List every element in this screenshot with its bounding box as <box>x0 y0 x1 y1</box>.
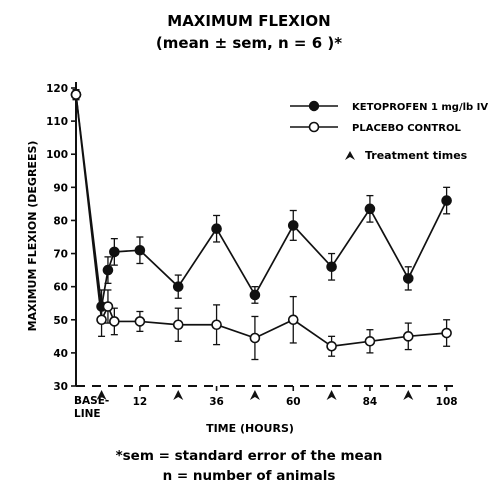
legend-label-treatment: Treatment times <box>365 149 468 162</box>
series-group <box>70 89 452 361</box>
data-point <box>134 316 146 327</box>
legend-marker-placebo <box>308 121 320 133</box>
data-point <box>287 220 299 231</box>
treatment-arrow-icon <box>403 390 414 400</box>
data-point <box>102 301 114 312</box>
data-point <box>172 319 184 331</box>
y-tick-label: 90 <box>53 182 68 194</box>
x-tick-label: 12 <box>133 396 148 408</box>
data-point <box>102 264 114 276</box>
data-point <box>402 331 414 342</box>
chart-title: MAXIMUM FLEXION <box>167 12 330 30</box>
x-tick-label: 36 <box>209 396 224 408</box>
x-ticks: BASE-LINE 12 36 60 84 108 <box>74 386 458 420</box>
y-tick-label: 70 <box>53 249 68 261</box>
data-point <box>249 332 261 344</box>
data-point <box>441 327 452 339</box>
data-point <box>326 261 337 273</box>
data-point <box>109 316 120 327</box>
data-point <box>364 203 376 215</box>
data-point <box>402 273 414 284</box>
data-point <box>109 246 120 258</box>
treatment-arrow-icon <box>96 390 107 400</box>
series-ketoprofen <box>70 89 452 324</box>
data-point <box>96 314 107 326</box>
y-axis-label: MAXIMUM FLEXION (DEGREES) <box>26 141 39 332</box>
legend: KETOPROFEN 1 mg/lb IV PLACEBO CONTROL Tr… <box>290 100 488 162</box>
y-tick-label: 120 <box>46 83 68 95</box>
footnote-sem: *sem = standard error of the mean <box>116 448 383 464</box>
data-point <box>326 340 337 352</box>
x-tick-label: LINE <box>74 408 101 420</box>
x-axis-label: TIME (HOURS) <box>206 422 294 435</box>
y-tick-label: 110 <box>46 116 68 128</box>
treatment-arrow-icon <box>326 390 337 400</box>
data-point <box>134 244 146 256</box>
footnote-n: n = number of animals <box>163 468 336 484</box>
series-placebo <box>70 89 452 361</box>
y-tick-label: 40 <box>53 348 68 360</box>
treatment-arrow-icon <box>173 390 184 400</box>
y-tick-label: 80 <box>53 215 68 227</box>
y-tick-label: 30 <box>53 381 68 393</box>
legend-marker-ketoprofen <box>308 100 320 112</box>
data-point <box>441 195 452 206</box>
treatment-arrow-icon <box>345 151 355 160</box>
data-point <box>211 319 222 331</box>
data-point <box>364 335 376 347</box>
y-tick-label: 100 <box>46 149 68 161</box>
y-tick-label: 60 <box>53 282 68 294</box>
legend-label-placebo: PLACEBO CONTROL <box>352 123 461 134</box>
y-ticks: 30 40 50 60 70 80 90 100 110 120 <box>46 83 76 393</box>
chart-subtitle: (mean ± sem, n = 6 )* <box>156 34 342 52</box>
data-point <box>287 314 299 326</box>
treatment-arrow-icon <box>249 390 260 400</box>
x-tick-label: 108 <box>436 396 458 408</box>
data-point <box>172 281 184 292</box>
treatment-markers <box>96 390 414 400</box>
data-point <box>249 289 261 301</box>
x-tick-label: BASE- <box>74 395 109 407</box>
data-point <box>211 223 222 235</box>
x-tick-label: 84 <box>363 396 378 408</box>
axes <box>75 82 459 387</box>
legend-label-ketoprofen: KETOPROFEN 1 mg/lb IV <box>352 102 488 113</box>
x-tick-label: 60 <box>286 396 301 408</box>
data-point <box>70 89 82 100</box>
y-tick-label: 50 <box>53 315 68 327</box>
